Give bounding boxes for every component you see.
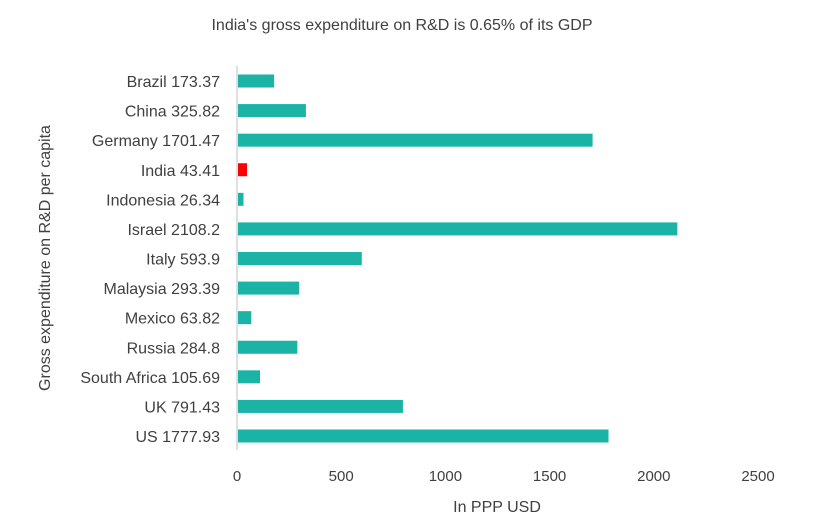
category-label: South Africa 105.69 [80, 370, 220, 387]
category-labels: Brazil 173.37 China 325.82 Germany 1701.47… [80, 74, 220, 446]
category-label: Brazil 173.37 [127, 74, 220, 91]
bar [238, 192, 244, 206]
x-tick-labels: 0 500 1000 1500 2000 2500 [233, 468, 775, 485]
x-tick-label: 1500 [533, 468, 566, 485]
category-label: China 325.82 [125, 104, 220, 121]
category-label: Malaysia 293.39 [103, 281, 220, 298]
y-axis-title: Gross expenditure on R&D per capita [37, 125, 54, 391]
bar [238, 133, 593, 147]
bars-group [238, 74, 678, 443]
bar [238, 429, 609, 443]
category-label: UK 791.43 [144, 399, 220, 416]
bar [238, 222, 678, 236]
category-label: India 43.41 [141, 163, 220, 180]
x-tick-label: 2000 [637, 468, 670, 485]
bar [238, 163, 248, 177]
bar [238, 104, 306, 118]
category-label: US 1777.93 [135, 429, 220, 446]
bar [238, 74, 275, 88]
bar [238, 252, 362, 265]
category-label: Italy 593.9 [146, 252, 220, 269]
bar [238, 311, 252, 325]
bar [238, 399, 403, 413]
category-label: Indonesia 26.34 [106, 192, 220, 209]
x-tick-label: 2500 [741, 468, 774, 485]
x-tick-label: 1000 [429, 468, 462, 485]
x-axis-title: In PPP USD [453, 499, 541, 516]
x-tick-label: 0 [233, 468, 241, 485]
category-label: Israel 2108.2 [127, 222, 220, 239]
bar [238, 340, 298, 354]
category-label: Mexico 63.82 [125, 311, 220, 328]
category-label: Germany 1701.47 [92, 133, 220, 150]
bar [238, 370, 261, 384]
bar [238, 281, 300, 295]
x-tick-label: 500 [329, 468, 354, 485]
chart-title: India's gross expenditure on R&D is 0.65… [211, 17, 592, 34]
category-label: Russia 284.8 [127, 340, 220, 357]
